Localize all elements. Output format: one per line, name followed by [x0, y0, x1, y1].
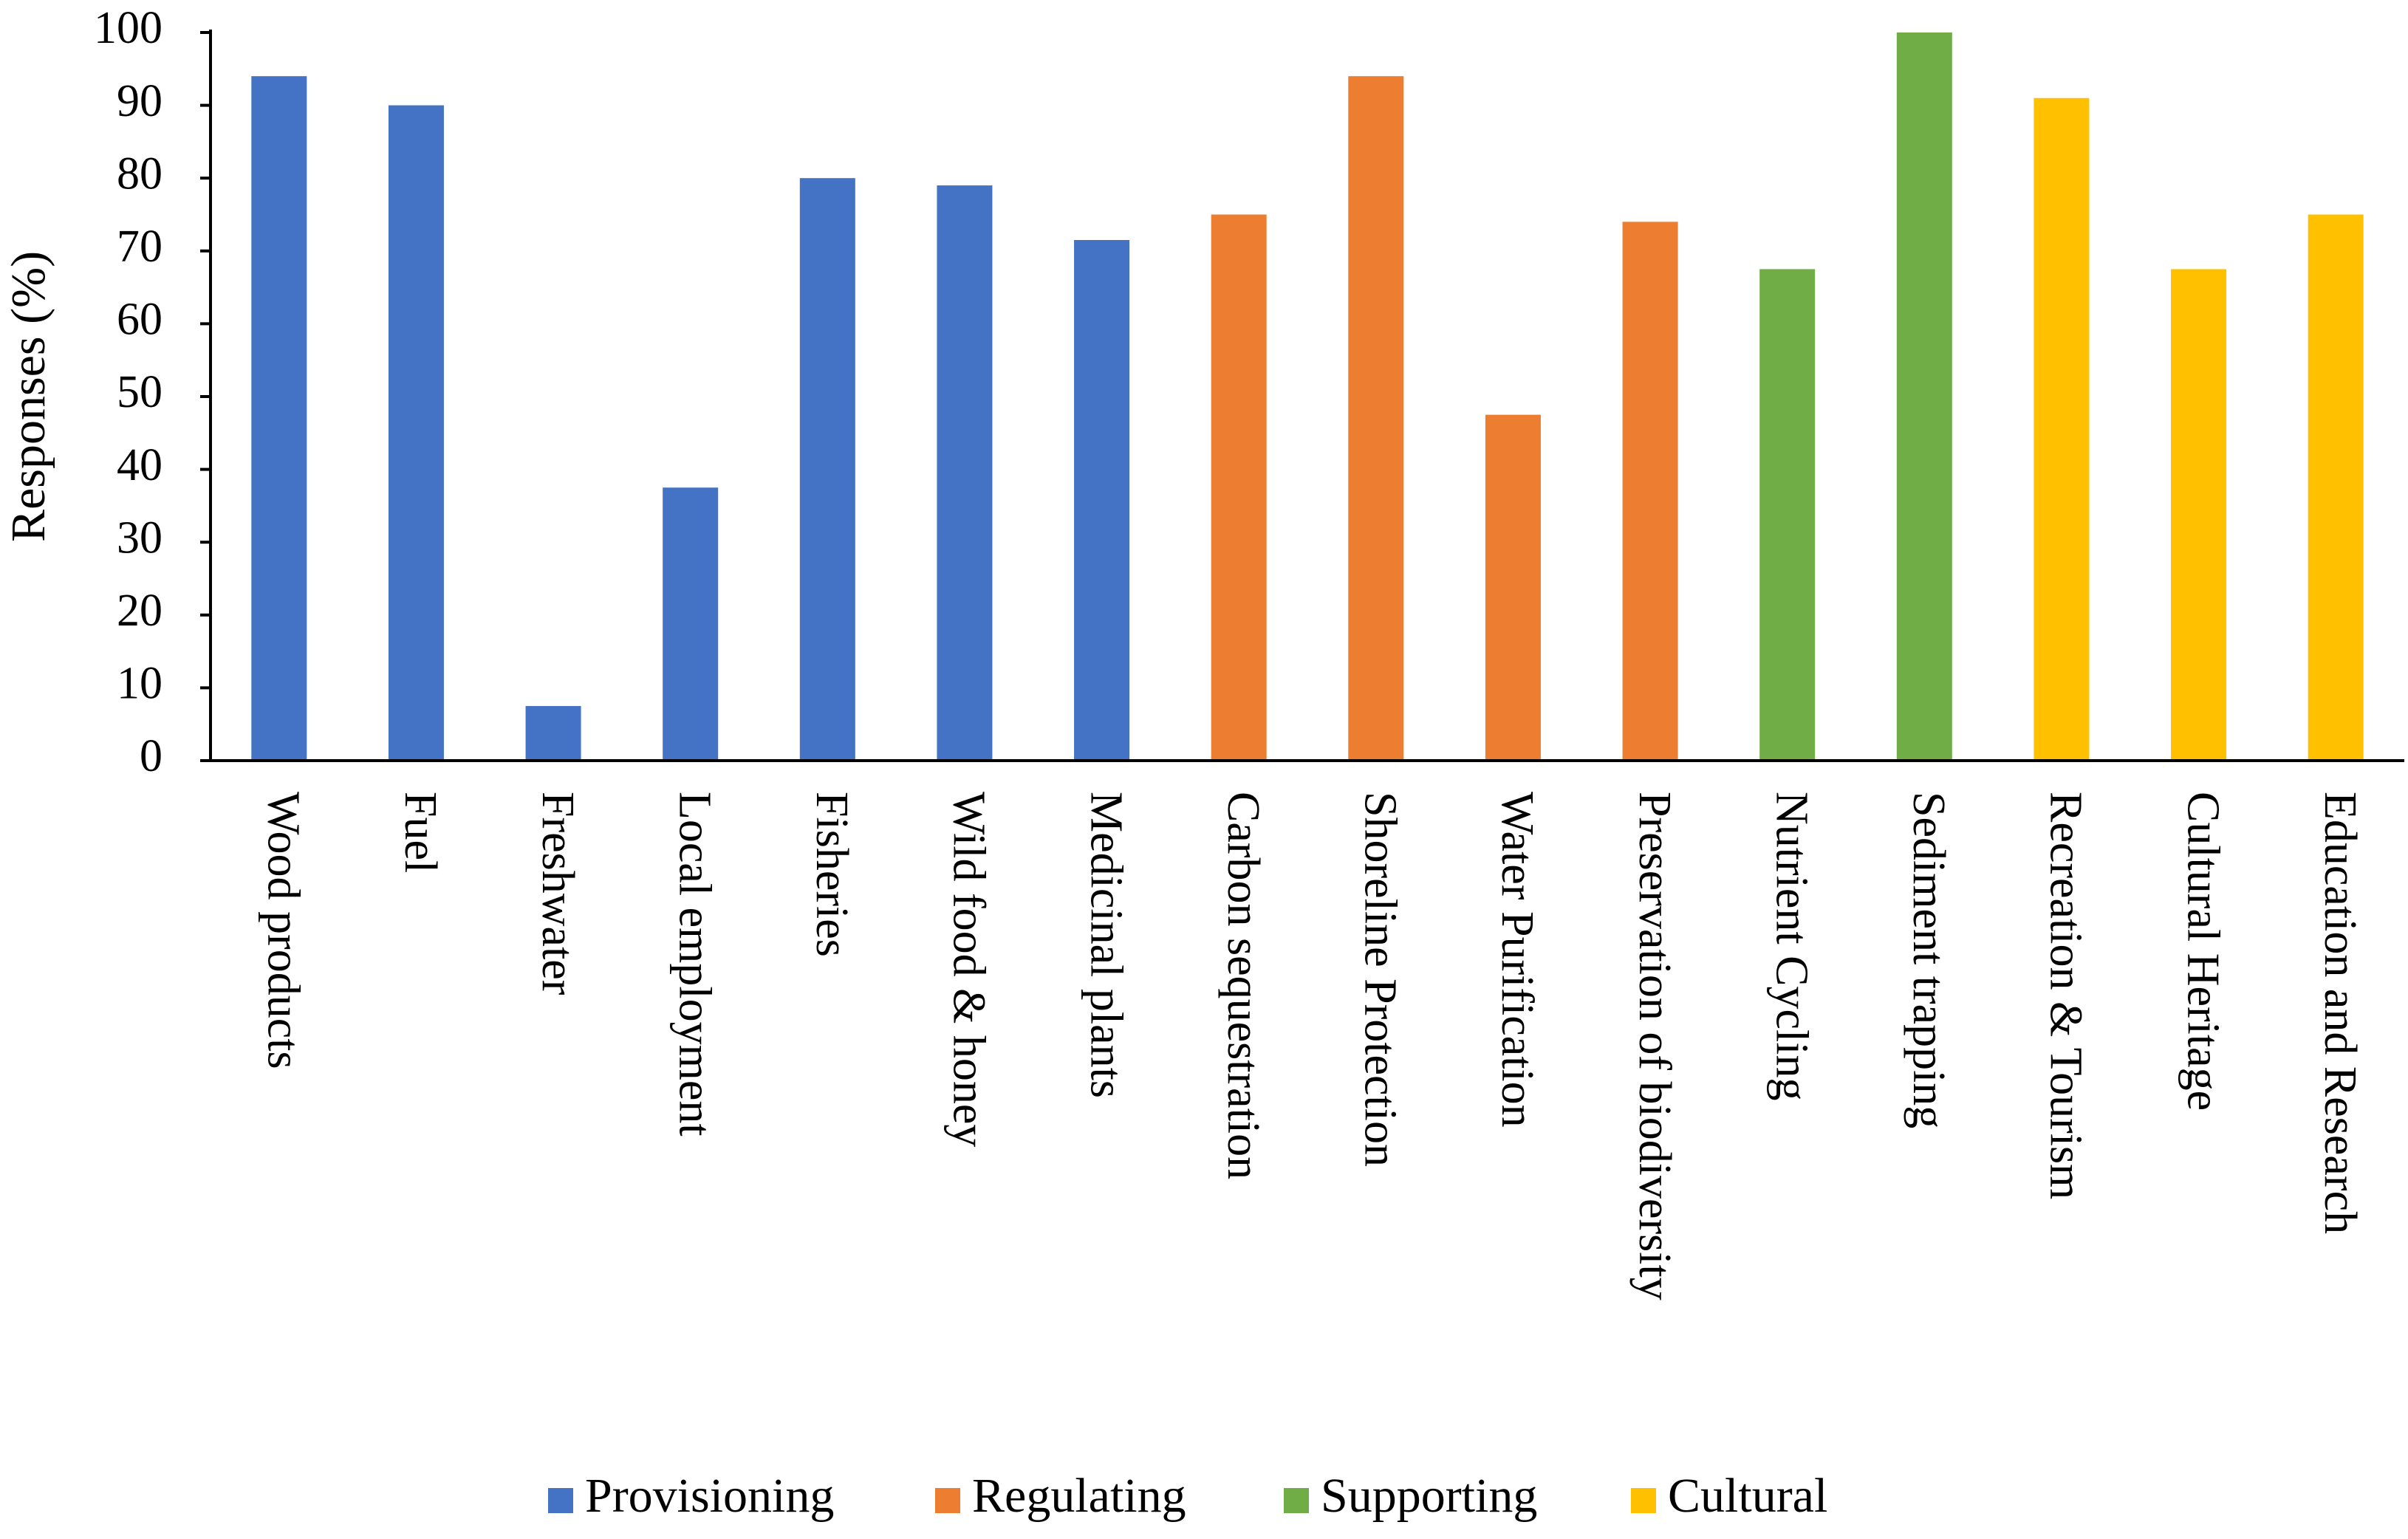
- bar-sediment-trapping: [1896, 32, 1952, 761]
- legend-label-regulating: Regulating: [972, 1469, 1186, 1523]
- legend-label-cultural: Cultural: [1668, 1469, 1827, 1523]
- y-tick-label: 10: [117, 659, 163, 709]
- y-tick-label: 70: [117, 222, 163, 272]
- y-tick-label: 60: [117, 295, 163, 345]
- legend-swatch-cultural: [1631, 1488, 1656, 1513]
- bar-nutrient-cycling: [1759, 269, 1816, 761]
- bar-fuel: [388, 105, 444, 761]
- bar-carbon-sequestration: [1211, 214, 1267, 761]
- y-tick-label: 40: [117, 440, 163, 490]
- x-tick-label: Fuel: [395, 792, 445, 873]
- bar-medicinal-plants: [1074, 240, 1130, 761]
- bar-fisheries: [799, 178, 855, 761]
- x-tick-label: Sediment trapping: [1904, 792, 1954, 1128]
- y-axis-ticks: 0 10 20 30 40 50 60 70 80 90 100: [94, 3, 211, 781]
- legend: Provisioning Regulating Supporting Cultural: [548, 1469, 1827, 1523]
- bars-group: [251, 32, 2364, 761]
- x-tick-label: Carbon sequestration: [1218, 792, 1268, 1179]
- y-tick-label: 50: [117, 367, 163, 417]
- bar-freshwater: [525, 706, 581, 761]
- x-tick-label: Shoreline Protection: [1355, 792, 1406, 1167]
- bar-cultural-heritage: [2171, 269, 2227, 761]
- y-tick-label: 30: [117, 513, 163, 563]
- y-tick-label: 0: [140, 731, 163, 781]
- legend-label-supporting: Supporting: [1321, 1469, 1537, 1523]
- y-tick-label: 90: [117, 76, 163, 126]
- bar-wild-food-honey: [937, 185, 993, 761]
- bar-preservation-of-biodiversity: [1622, 222, 1678, 761]
- x-axis-tick-labels: Wood products Fuel Freshwater Local employm…: [259, 792, 2365, 1300]
- legend-swatch-supporting: [1284, 1488, 1309, 1513]
- bar-education-and-research: [2308, 214, 2364, 761]
- y-axis-title: Responses (%): [1, 251, 55, 542]
- x-tick-label: Fisheries: [807, 792, 857, 957]
- axes: [209, 30, 2404, 762]
- x-tick-label: Local employment: [669, 792, 719, 1137]
- x-tick-label: Recreation & Tourism: [2041, 792, 2091, 1199]
- x-tick-label: Cultural Heritage: [2178, 792, 2228, 1111]
- y-tick-label: 80: [117, 148, 163, 199]
- bar-recreation-tourism: [2034, 97, 2090, 761]
- x-tick-label: Wood products: [259, 792, 309, 1069]
- x-tick-label: Preservation of biodiversity: [1629, 792, 1680, 1300]
- y-tick-label: 20: [117, 586, 163, 636]
- x-tick-label: Medicinal plants: [1081, 792, 1131, 1098]
- x-tick-label: Education and Research: [2315, 792, 2365, 1234]
- x-tick-label: Wild food & honey: [944, 792, 994, 1147]
- y-tick-label: 100: [94, 3, 163, 53]
- bar-local-employment: [663, 487, 719, 761]
- bar-shoreline-protection: [1348, 76, 1404, 761]
- legend-swatch-regulating: [935, 1488, 960, 1513]
- x-tick-label: Nutrient Cycling: [1766, 792, 1816, 1100]
- legend-swatch-provisioning: [548, 1488, 573, 1513]
- x-tick-label: Freshwater: [533, 792, 583, 995]
- legend-label-provisioning: Provisioning: [585, 1469, 834, 1523]
- bar-wood-products: [251, 76, 307, 761]
- x-tick-label: Water Purification: [1492, 792, 1542, 1128]
- bar-water-purification: [1485, 414, 1541, 761]
